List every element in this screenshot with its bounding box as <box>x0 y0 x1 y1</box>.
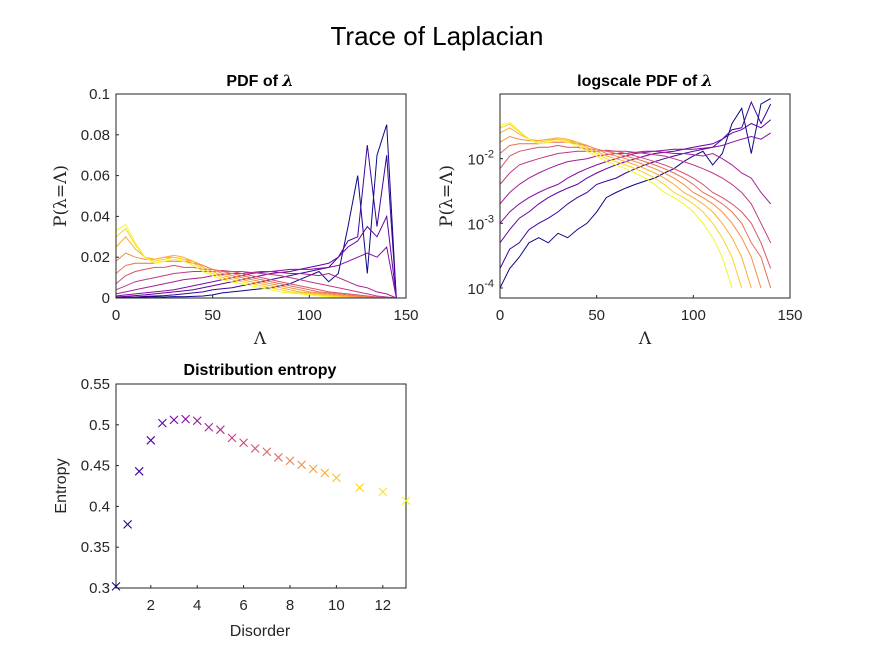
pdf-ytick-label: 0 <box>102 290 110 307</box>
entropy-xtick-label: 12 <box>374 597 391 614</box>
pdf-series-line <box>115 245 406 299</box>
pdf-series-line <box>115 124 406 299</box>
entropy-point <box>332 473 341 483</box>
pdf-xlabel: Λ <box>253 329 267 349</box>
logpdf-frame <box>499 93 791 299</box>
pdf-xtick-label: 100 <box>297 307 322 324</box>
entropy-ytick-label: 0.4 <box>89 498 110 515</box>
entropy-ytick-label: 0.45 <box>81 458 110 475</box>
entropy-point <box>158 418 167 428</box>
logpdf-series-line <box>500 132 771 224</box>
logpdf-ytick-label: 10-3 <box>468 213 494 233</box>
pdf-ytick-label: 0.02 <box>81 249 110 266</box>
entropy-point <box>204 422 214 432</box>
entropy-ytick-label: 0.3 <box>89 580 110 597</box>
pdf-ytick-label: 0.08 <box>81 127 110 144</box>
entropy-xtick-label: 10 <box>328 597 345 614</box>
entropy-point <box>297 460 306 470</box>
logpdf-series-line <box>500 149 772 244</box>
entropy-ylabel: Entropy <box>53 458 70 513</box>
entropy-point <box>227 433 237 443</box>
logpdf-title: logscale PDF of λ <box>577 71 713 90</box>
entropy-axes: Distribution entropy 2 4 6 8 10 12 0.3 0.35 0.4 0… <box>53 362 411 640</box>
entropy-point <box>123 519 132 529</box>
pdf-xtick-label: 0 <box>112 307 120 324</box>
entropy-point <box>320 468 330 478</box>
pdf-axes: PDF of λ 0 50 100 150 0 0.02 0.04 0.06 0.08 0.1 Λ… <box>51 71 419 349</box>
entropy-point <box>181 414 190 424</box>
logpdf-xtick-label: 100 <box>681 307 706 324</box>
entropy-frame <box>115 383 407 589</box>
pdf-ytick-label: 0.1 <box>89 86 110 103</box>
entropy-point <box>308 464 318 474</box>
logpdf-series-line <box>500 98 771 289</box>
logpdf-xlabel: Λ <box>638 329 652 349</box>
logpdf-series-line <box>500 127 752 289</box>
entropy-xtick-label: 4 <box>193 597 201 614</box>
entropy-point <box>285 456 295 466</box>
entropy-xtick-label: 8 <box>286 597 294 614</box>
pdf-series-line <box>115 269 406 299</box>
logpdf-lines <box>500 98 772 289</box>
entropy-xtick-label: 6 <box>239 597 247 614</box>
pdf-xtick-label: 50 <box>204 307 221 324</box>
entropy-title: Distribution entropy <box>184 362 337 379</box>
pdf-ylabel: P(λ=Λ) <box>51 165 71 227</box>
logpdf-xtick-label: 50 <box>588 307 605 324</box>
entropy-point <box>378 487 388 497</box>
logpdf-ytick-label: 10-2 <box>468 149 494 169</box>
entropy-xlabel: Disorder <box>230 623 291 640</box>
logpdf-title-prefix: logscale PDF of <box>577 73 701 90</box>
pdf-series-line <box>115 271 406 299</box>
pdf-xtick-label: 150 <box>393 307 418 324</box>
logpdf-series-line <box>500 144 772 269</box>
logpdf-series-line <box>500 135 762 289</box>
logpdf-ytick-label: 10-4 <box>468 278 494 298</box>
pdf-series-line <box>115 214 406 299</box>
logpdf-xtick-label: 150 <box>777 307 802 324</box>
entropy-point <box>169 415 179 425</box>
logpdf-plot-area: 0 50 100 150 10-4 10-3 10-2 <box>468 93 803 324</box>
figure-title: Trace of Laplacian <box>331 21 544 51</box>
logpdf-axes: logscale PDF of λ 0 50 100 15010-410-310-2 … <box>437 71 803 349</box>
pdf-series-line <box>115 264 406 299</box>
pdf-ytick-label: 0.04 <box>81 208 110 225</box>
pdf-ytick-label: 0.06 <box>81 168 110 185</box>
entropy-point <box>146 435 156 445</box>
entropy-ytick-label: 0.5 <box>89 417 110 434</box>
logpdf-series-line <box>500 123 743 289</box>
entropy-plot-area: 2 4 6 8 10 12 0.3 0.35 0.4 0.45 0.5 0.55 <box>81 376 411 614</box>
logpdf-xtick-label: 0 <box>496 307 504 324</box>
pdf-plot-area: 0 50 100 150 0 0.02 0.04 0.06 0.08 0.1 <box>81 86 419 324</box>
entropy-point <box>274 453 283 462</box>
pdf-title-symbol: λ <box>281 71 293 90</box>
entropy-point <box>111 581 121 591</box>
pdf-title-prefix: PDF of <box>226 73 282 90</box>
entropy-point <box>262 447 272 457</box>
logpdf-title-symbol: λ <box>701 71 713 90</box>
logpdf-series-line <box>500 122 733 289</box>
entropy-ytick-label: 0.35 <box>81 539 110 556</box>
entropy-point <box>134 466 144 476</box>
pdf-title: PDF of λ <box>226 71 293 90</box>
logpdf-series-line <box>500 119 772 244</box>
entropy-point <box>216 425 225 435</box>
entropy-ytick-label: 0.55 <box>81 376 110 393</box>
entropy-point <box>355 483 364 493</box>
logpdf-series-line <box>500 100 772 269</box>
pdf-frame <box>115 93 407 299</box>
entropy-xtick-label: 2 <box>147 597 155 614</box>
entropy-point <box>401 496 411 506</box>
entropy-point <box>192 416 202 426</box>
entropy-point <box>250 444 260 453</box>
logpdf-ylabel: P(λ=Λ) <box>437 165 457 227</box>
entropy-point <box>239 438 248 448</box>
